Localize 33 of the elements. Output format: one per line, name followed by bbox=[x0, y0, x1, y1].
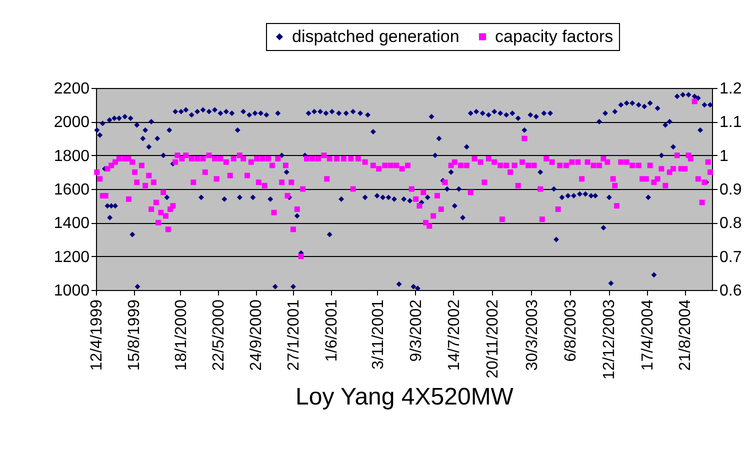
y-tick-label: 1000 bbox=[54, 282, 90, 300]
x-tick-label: 12/4/1999 bbox=[88, 299, 106, 371]
y-tick-label: 1400 bbox=[54, 215, 90, 232]
y-tick-label: 1600 bbox=[54, 182, 90, 198]
x-tick-label: 3/11/2001 bbox=[370, 299, 387, 370]
y2-tick-label: 1.2 bbox=[720, 80, 742, 98]
y2-tick-label: 0.7 bbox=[720, 248, 742, 266]
x-tick-label: 20/11/2002 bbox=[484, 299, 502, 378]
x-tick-label: 6/8/2003 bbox=[562, 299, 580, 362]
legend-label: dispatched generation bbox=[292, 26, 460, 46]
x-axis-title: Loy Yang 4X520MW bbox=[296, 384, 514, 411]
x-tick-label: 1/6/2001 bbox=[323, 299, 340, 362]
y2-tick-label: 0.6 bbox=[720, 282, 742, 300]
x-tick-label: 30/3/2003 bbox=[524, 299, 541, 371]
y-tick-label: 1800 bbox=[54, 148, 90, 165]
x-tick-label: 27/1/2001 bbox=[286, 299, 303, 371]
legend-label: capacity factors bbox=[495, 26, 614, 46]
x-tick-label: 21/8/2004 bbox=[677, 299, 694, 371]
x-tick-label: 22/5/2000 bbox=[210, 299, 228, 371]
x-tick-label: 14/7/2002 bbox=[446, 299, 463, 371]
x-tick-label: 15/8/1999 bbox=[126, 299, 144, 371]
y-tick-label: 1200 bbox=[54, 248, 90, 266]
x-tick-label: 9/3/2002 bbox=[408, 299, 425, 362]
y2-tick-label: 0.9 bbox=[720, 182, 742, 198]
x-tick-label: 24/9/2000 bbox=[248, 299, 266, 371]
y2-tick-label: 1 bbox=[720, 148, 728, 165]
y-tick-label: 2000 bbox=[54, 114, 90, 132]
y-tick-label: 2200 bbox=[54, 80, 90, 98]
x-tick-label: 18/1/2000 bbox=[172, 299, 190, 371]
y2-tick-label: 1.1 bbox=[720, 114, 742, 132]
x-tick-label: 17/4/2004 bbox=[639, 299, 656, 371]
x-tick-label: 12/12/2003 bbox=[601, 299, 618, 380]
y2-tick-label: 0.8 bbox=[720, 215, 742, 232]
